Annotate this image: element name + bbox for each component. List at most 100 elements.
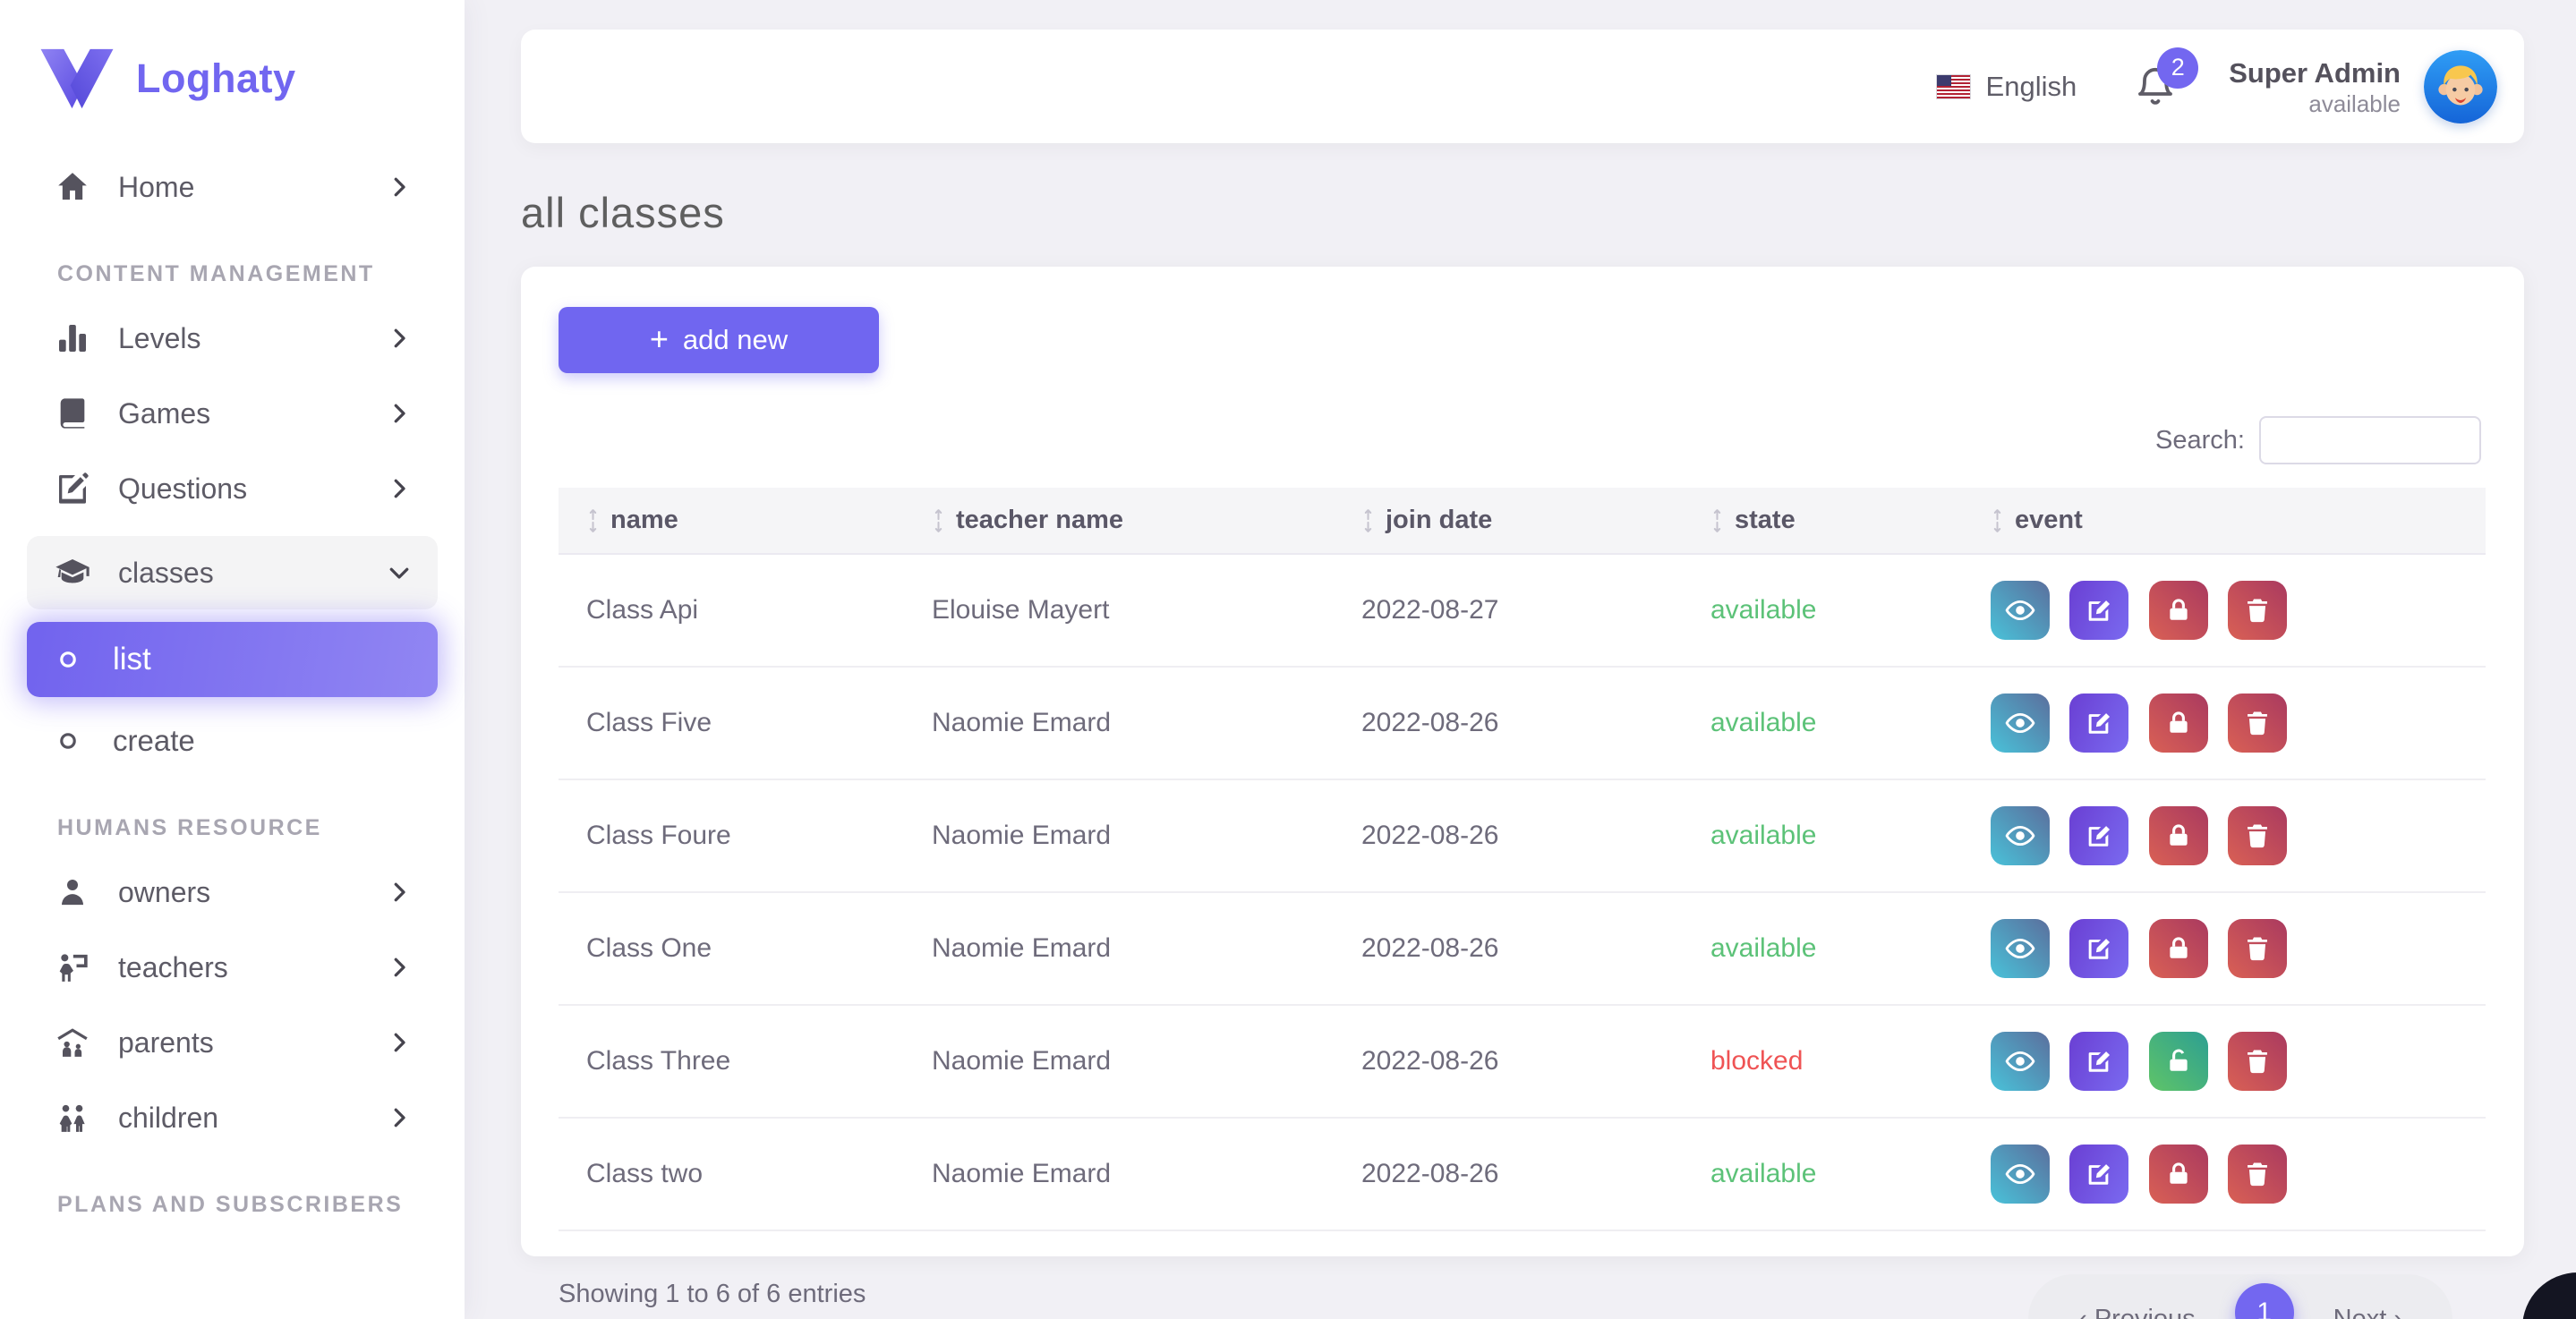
view-button[interactable] [1991,694,2050,753]
eye-icon [2005,825,2035,847]
us-flag-icon [1935,73,1971,99]
lock-button[interactable] [2148,919,2208,978]
sidebar-item-questions[interactable]: Questions [27,461,438,516]
join-date-cell: 2022-08-26 [1334,779,1683,893]
trash-icon [2248,824,2267,848]
pen-square-icon [52,471,93,506]
chevron-down-icon [386,559,413,586]
sidebar-item-label: children [118,1101,219,1134]
view-button[interactable] [1991,806,2050,865]
class-name-cell: Class Three [559,1005,904,1119]
sidebar-item-games[interactable]: Games [27,386,438,441]
column-header-name[interactable]: name [559,488,904,555]
sidebar-item-children[interactable]: children [27,1090,438,1145]
notifications-button[interactable]: 2 [2134,47,2199,108]
eye-icon [2005,600,2035,621]
content-card: + add new Search: name teacher name [521,267,2524,1256]
view-button[interactable] [1991,581,2050,640]
delete-button[interactable] [2228,694,2288,753]
edit-button[interactable] [2069,694,2129,753]
pen-square-icon [2089,826,2111,847]
state-text: available [1683,667,1963,780]
sidebar-item-classes-list[interactable]: list [27,622,438,697]
sidebar-item-owners[interactable]: owners [27,864,438,920]
teacher-name-cell: Naomie Emard [904,667,1334,780]
edit-button[interactable] [2069,1032,2129,1091]
chevron-right-icon [386,1029,413,1056]
column-header-event[interactable]: event [1963,488,2486,555]
join-date-cell: 2022-08-26 [1334,1005,1683,1119]
view-button[interactable] [1991,1032,2050,1091]
plus-icon: + [649,319,669,357]
unlock-button[interactable] [2148,1032,2208,1091]
trash-icon [2248,1050,2267,1074]
sidebar-item-levels[interactable]: Levels [27,311,438,366]
unlock-icon [2170,1049,2188,1071]
table-footer: Showing 1 to 6 of 6 entries ‹ Previous 1… [521,1256,2524,1319]
trash-icon [2248,711,2267,736]
pagination-next[interactable]: Next › [2333,1304,2402,1319]
search-input[interactable] [2259,416,2481,464]
delete-button[interactable] [2228,1032,2288,1091]
view-button[interactable] [1991,1145,2050,1204]
pen-square-icon [2089,600,2111,621]
lock-button[interactable] [2148,806,2208,865]
sidebar-item-home[interactable]: Home [27,159,438,215]
edit-button[interactable] [2069,919,2129,978]
avatar[interactable] [2424,49,2497,123]
edit-button[interactable] [2069,806,2129,865]
chevron-right-icon [386,475,413,502]
home-icon [52,169,93,205]
lock-icon [2170,1162,2188,1184]
page-title: all classes [521,189,725,236]
sidebar-item-label: create [113,724,195,757]
lock-button[interactable] [2148,694,2208,753]
chevron-right-icon [386,325,413,352]
chevron-right-icon [386,879,413,906]
teacher-name-cell: Naomie Emard [904,1118,1334,1231]
eye-icon [2005,1051,2035,1072]
delete-button[interactable] [2228,581,2288,640]
lock-button[interactable] [2148,1145,2208,1204]
add-new-button[interactable]: + add new [559,307,879,373]
pen-square-icon [2089,1051,2111,1072]
edit-button[interactable] [2069,581,2129,640]
sidebar-item-teachers[interactable]: teachers [27,940,438,995]
pen-square-icon [2089,713,2111,734]
pagination-page-1[interactable]: 1 [2234,1283,2294,1319]
teacher-name-cell: Naomie Emard [904,1005,1334,1119]
circle-icon [54,727,82,755]
class-name-cell: Class two [559,1118,904,1231]
chevron-right-icon [386,954,413,981]
table-row: Class Foure Naomie Emard 2022-08-26 avai… [559,779,2486,893]
sidebar-item-label: Levels [118,321,201,354]
join-date-cell: 2022-08-26 [1334,667,1683,780]
user-menu[interactable]: Super Admin available [2229,56,2401,117]
sort-icon [586,507,600,534]
pen-square-icon [2089,939,2111,959]
sidebar-item-classes-create[interactable]: create [27,713,438,769]
chevron-right-icon [386,174,413,200]
brand-name: Loghaty [136,55,296,101]
view-button[interactable] [1991,919,2050,978]
delete-button[interactable] [2228,806,2288,865]
column-header-state[interactable]: state [1683,488,1963,555]
delete-button[interactable] [2228,1145,2288,1204]
language-label: English [1985,70,2077,102]
pagination-previous[interactable]: ‹ Previous [2078,1304,2196,1319]
user-name: Super Admin [2229,56,2401,89]
column-header-teacher-name[interactable]: teacher name [904,488,1334,555]
language-selector[interactable]: English [1935,70,2077,103]
children-icon [52,1100,93,1136]
pagination-summary: Showing 1 to 6 of 6 entries [559,1280,866,1308]
brand[interactable]: Loghaty [0,34,465,123]
lock-button[interactable] [2148,581,2208,640]
delete-button[interactable] [2228,919,2288,978]
column-header-join-date[interactable]: join date [1334,488,1683,555]
chevron-right-icon [386,400,413,427]
sidebar-item-classes[interactable]: classes [27,536,438,609]
sidebar-section-plans: PLANS AND SUBSCRIBERS [57,1192,404,1217]
edit-button[interactable] [2069,1145,2129,1204]
sidebar-section-humans-resource: HUMANS RESOURCE [57,815,322,840]
sidebar-item-parents[interactable]: parents [27,1015,438,1070]
